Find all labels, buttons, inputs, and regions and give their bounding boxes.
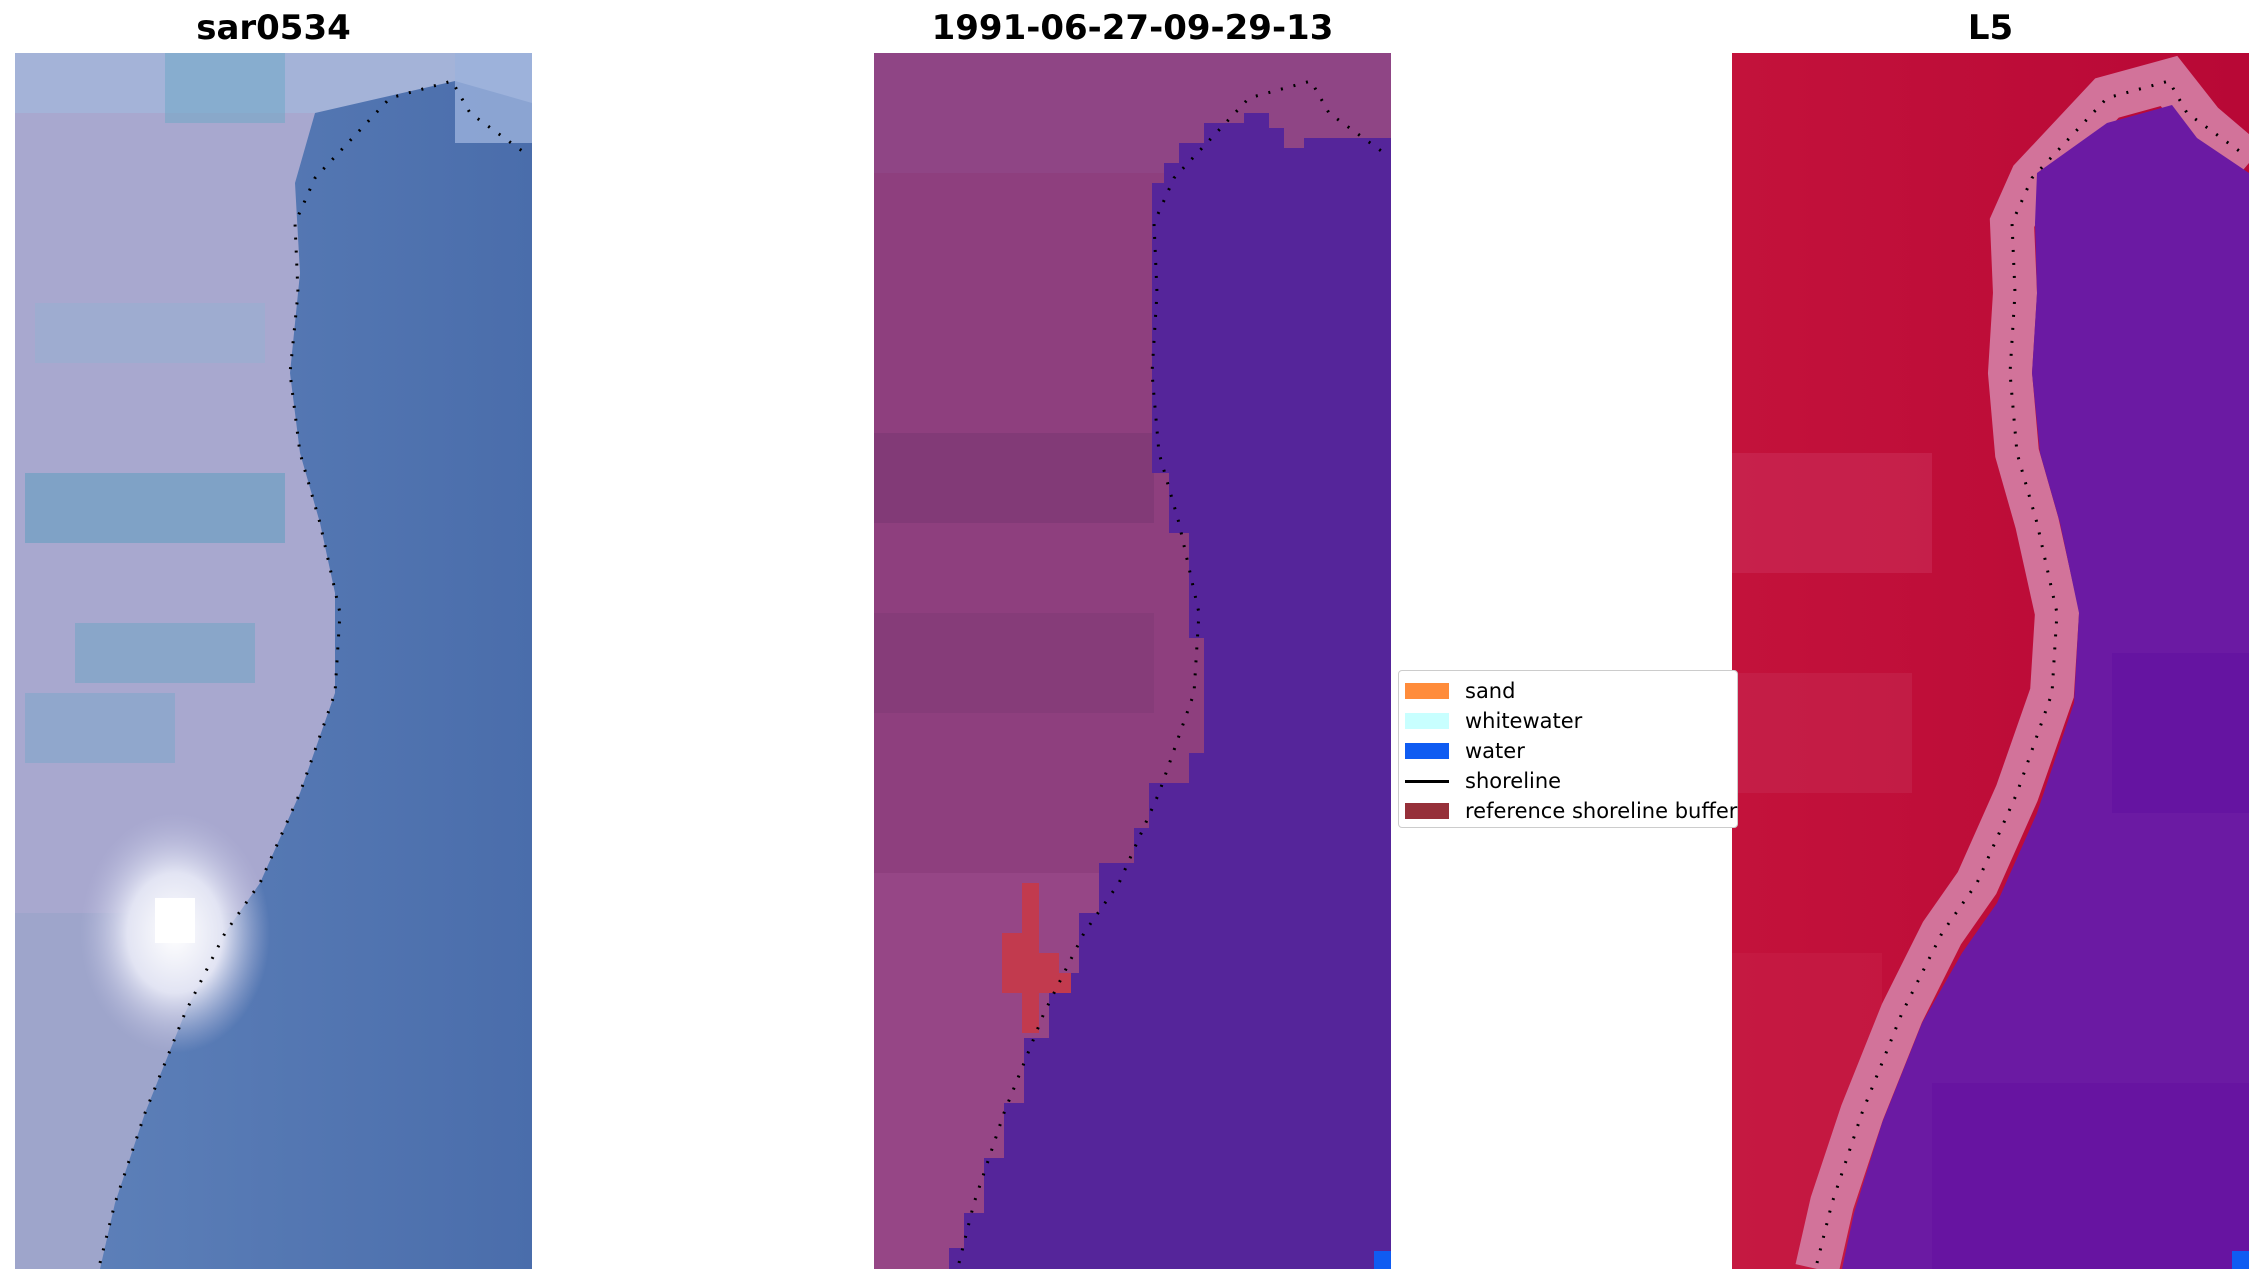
panel-title-rgb: sar0534 [196, 8, 351, 48]
legend-item-sand: sand [1405, 677, 1515, 705]
legend-label: whitewater [1465, 709, 1583, 733]
index-image [1732, 53, 2249, 1269]
whitewater-swatch [1405, 713, 1449, 729]
panel-title-classified: 1991-06-27-09-29-13 [931, 8, 1334, 48]
water-swatch [1405, 743, 1449, 759]
legend-label: reference shoreline buffer [1465, 799, 1738, 823]
legend-item-whitewater: whitewater [1405, 707, 1582, 735]
index-image-panel [1732, 53, 2249, 1269]
reference-buffer-swatch [1405, 803, 1449, 819]
legend-item-water: water [1405, 737, 1525, 765]
sand-swatch [1405, 683, 1449, 699]
legend-label: shoreline [1465, 769, 1562, 793]
legend: sand whitewater water shoreline referenc… [1398, 670, 1738, 828]
shoreline-line-icon [1405, 779, 1449, 783]
panel-title-index: L5 [1967, 8, 2014, 48]
legend-item-shoreline: shoreline [1405, 767, 1561, 795]
classified-image [874, 53, 1391, 1269]
classified-image-panel [874, 53, 1391, 1269]
legend-item-reference-buffer: reference shoreline buffer [1405, 797, 1737, 825]
rgb-image [15, 53, 532, 1269]
legend-label: sand [1465, 679, 1516, 703]
rgb-image-panel [15, 53, 532, 1269]
legend-label: water [1465, 739, 1525, 763]
